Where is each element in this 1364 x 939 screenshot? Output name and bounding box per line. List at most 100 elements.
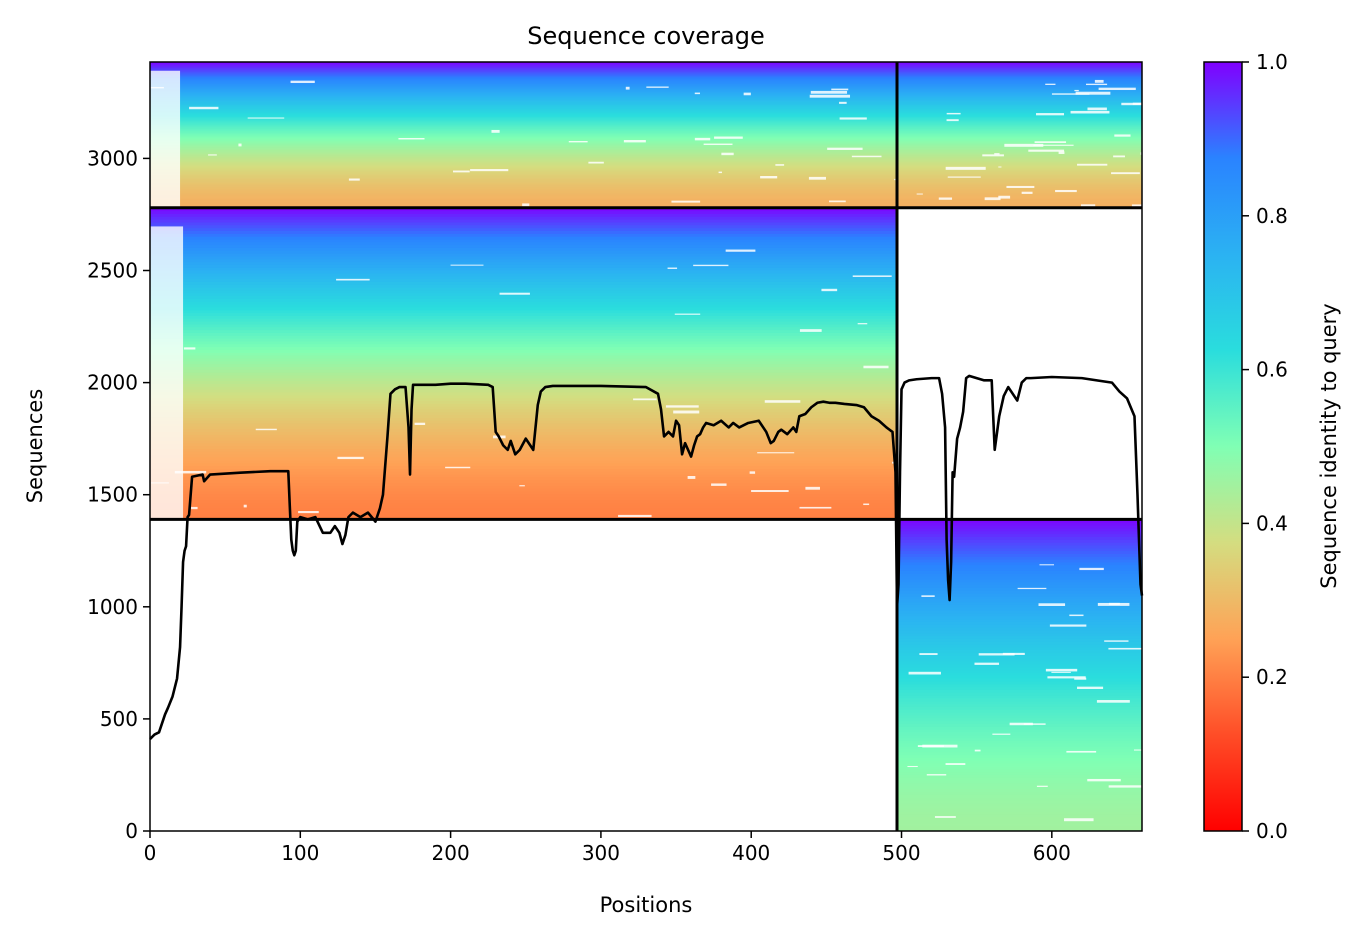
coverage-gap xyxy=(1006,185,1035,188)
coverage-gap xyxy=(821,288,838,292)
coverage-gap xyxy=(1113,155,1125,158)
identity-band xyxy=(897,164,1142,166)
y-tick-label: 3000 xyxy=(87,146,138,170)
coverage-gap xyxy=(1058,151,1065,154)
identity-band xyxy=(150,169,898,172)
identity-band xyxy=(150,190,898,193)
identity-band xyxy=(897,171,1142,174)
identity-band xyxy=(897,695,1142,699)
identity-band xyxy=(150,171,898,174)
coverage-gap xyxy=(809,94,851,98)
identity-band xyxy=(897,527,1142,532)
identity-band xyxy=(897,544,1142,549)
identity-band xyxy=(897,167,1142,170)
identity-band xyxy=(897,805,1142,809)
identity-band xyxy=(897,67,1142,70)
identity-band xyxy=(897,104,1142,107)
identity-band xyxy=(150,198,898,201)
identity-band xyxy=(897,604,1142,608)
identity-band xyxy=(897,709,1142,713)
coverage-gap xyxy=(453,170,470,173)
identity-band xyxy=(150,195,898,198)
identity-band xyxy=(897,64,1142,67)
identity-band xyxy=(897,65,1142,68)
coverage-gap xyxy=(839,101,847,104)
coverage-gap xyxy=(921,595,935,597)
identity-band xyxy=(150,68,898,71)
coverage-gap xyxy=(694,137,711,141)
identity-band xyxy=(897,542,1142,546)
colorbar-label: Sequence identity to query xyxy=(1317,303,1341,588)
coverage-gap xyxy=(189,106,219,110)
identity-band xyxy=(150,366,898,370)
identity-band xyxy=(897,162,1142,165)
identity-band xyxy=(150,183,898,186)
identity-band xyxy=(897,136,1142,139)
identity-band xyxy=(897,814,1142,818)
colorbar-gradient xyxy=(1203,61,1243,832)
coverage-gap xyxy=(1051,93,1090,95)
coverage-gap xyxy=(519,485,525,487)
identity-band xyxy=(897,624,1142,628)
identity-band xyxy=(150,137,898,140)
identity-band xyxy=(897,125,1142,128)
identity-band xyxy=(150,210,898,214)
identity-band xyxy=(897,198,1142,201)
coverage-gap xyxy=(946,112,961,115)
identity-band xyxy=(150,221,898,226)
identity-band xyxy=(897,689,1142,693)
identity-band xyxy=(150,227,898,231)
identity-band xyxy=(150,315,898,319)
coverage-gap xyxy=(183,347,196,350)
identity-band xyxy=(150,173,898,176)
coverage-gap xyxy=(1039,564,1055,566)
coverage-gap xyxy=(491,129,500,133)
identity-band xyxy=(150,244,898,248)
identity-band xyxy=(150,241,898,246)
identity-band xyxy=(897,205,1142,207)
identity-band xyxy=(150,377,898,382)
identity-band xyxy=(897,598,1142,603)
identity-band xyxy=(897,655,1142,659)
identity-band xyxy=(150,116,898,119)
identity-band xyxy=(897,811,1142,815)
identity-band xyxy=(150,346,898,350)
identity-band xyxy=(897,183,1142,186)
identity-band xyxy=(897,740,1142,744)
coverage-gap xyxy=(1055,189,1077,193)
coverage-gap xyxy=(336,278,370,281)
identity-band xyxy=(897,201,1142,204)
identity-band xyxy=(897,618,1142,622)
coverage-gap xyxy=(1133,749,1142,751)
coverage-gap xyxy=(945,763,966,765)
identity-band xyxy=(897,108,1142,111)
y-tick-label: 0 xyxy=(125,819,138,843)
identity-band xyxy=(897,595,1142,600)
identity-band xyxy=(897,649,1142,654)
identity-band xyxy=(897,93,1142,96)
identity-band xyxy=(897,819,1142,824)
coverage-gap xyxy=(694,92,700,95)
y-tick-label: 1500 xyxy=(87,483,138,507)
coverage-gap xyxy=(673,410,700,414)
identity-band xyxy=(150,318,898,322)
identity-band xyxy=(150,391,898,396)
coverage-gap xyxy=(445,466,471,469)
identity-band xyxy=(150,230,898,234)
identity-band xyxy=(897,199,1142,202)
identity-band xyxy=(897,692,1142,696)
coverage-gap xyxy=(863,503,870,506)
identity-band xyxy=(150,164,898,166)
identity-band xyxy=(897,706,1142,710)
identity-band xyxy=(897,785,1142,790)
identity-band xyxy=(150,175,898,178)
identity-band xyxy=(897,536,1142,540)
coverage-gap xyxy=(623,140,646,143)
identity-band xyxy=(150,272,898,277)
identity-band xyxy=(897,601,1142,605)
identity-band xyxy=(897,138,1142,141)
identity-band xyxy=(150,89,898,92)
identity-band xyxy=(150,374,898,379)
identity-band xyxy=(897,754,1142,758)
coverage-gap xyxy=(243,504,247,508)
